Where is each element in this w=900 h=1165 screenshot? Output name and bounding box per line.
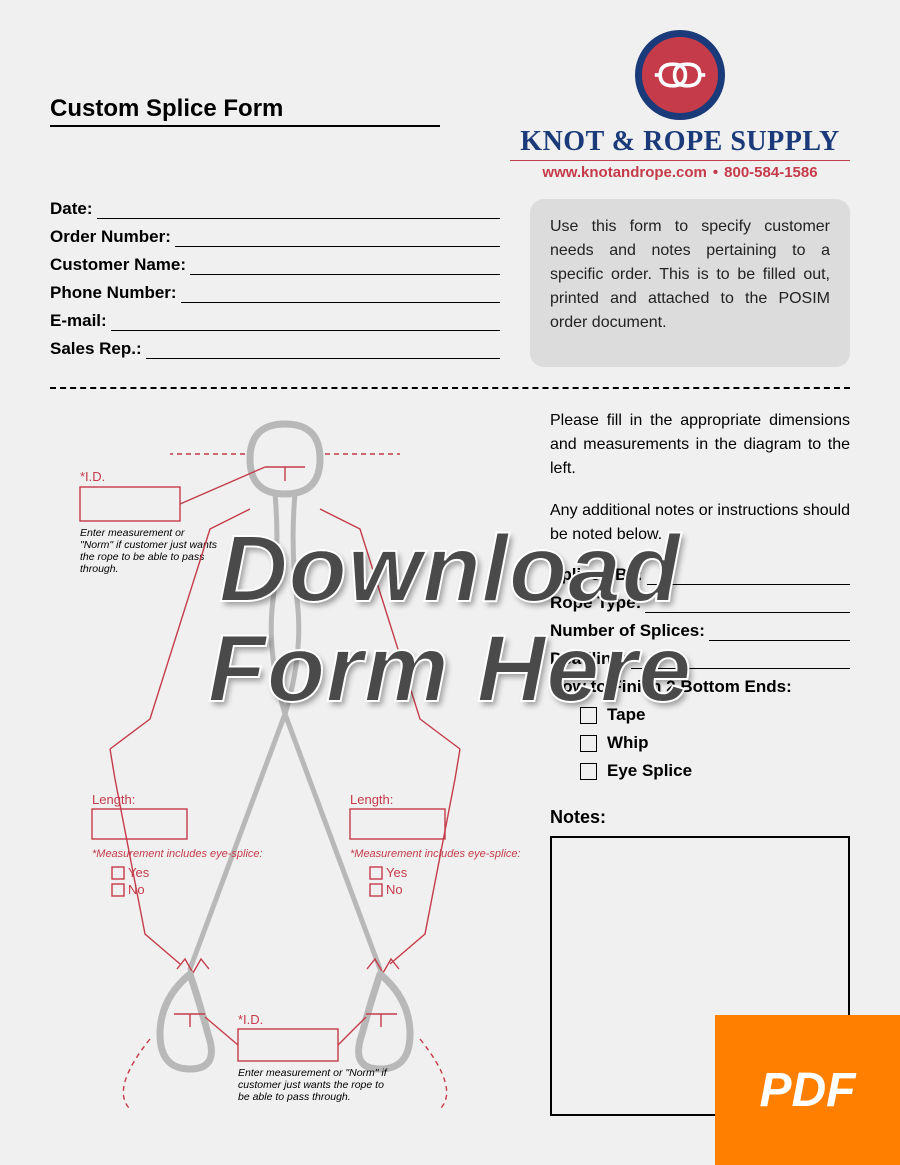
diag-right-no: No bbox=[386, 882, 403, 897]
splice-diagram: *I.D. Enter measurement or "Norm" if cus… bbox=[50, 409, 520, 1129]
phone-text: 800-584-1586 bbox=[724, 164, 817, 181]
diag-bottom-id-label: *I.D. bbox=[238, 1012, 263, 1027]
field-sales-rep[interactable]: Sales Rep.: bbox=[50, 339, 500, 359]
diag-left-yes: Yes bbox=[128, 865, 150, 880]
instructions-p1: Please fill in the appropriate dimension… bbox=[550, 409, 850, 481]
diag-right-yes: Yes bbox=[386, 865, 408, 880]
diag-bottom-id-hint: Enter measurement or "Norm" if customer … bbox=[238, 1067, 388, 1103]
website-text: www.knotandrope.com bbox=[542, 164, 706, 181]
pdf-badge[interactable]: PDF bbox=[715, 1015, 900, 1165]
field-email[interactable]: E-mail: bbox=[50, 311, 500, 331]
field-customer-name[interactable]: Customer Name: bbox=[50, 255, 500, 275]
diag-left-no: No bbox=[128, 882, 145, 897]
diag-left-meas-incl: *Measurement includes eye-splice: bbox=[92, 848, 263, 860]
field-spliced-by[interactable]: Spliced By: bbox=[550, 565, 850, 585]
knot-logo-icon bbox=[635, 30, 725, 120]
form-title: Custom Splice Form bbox=[50, 95, 440, 127]
notes-heading: Notes: bbox=[550, 807, 850, 828]
checkbox-tape[interactable]: Tape bbox=[580, 705, 850, 725]
diag-left-length-label: Length: bbox=[92, 792, 135, 807]
diag-top-id-label: *I.D. bbox=[80, 469, 105, 484]
diag-top-id-hint: Enter measurement or "Norm" if customer … bbox=[80, 527, 220, 575]
diag-right-length-label: Length: bbox=[350, 792, 393, 807]
field-deadline[interactable]: Deadline: bbox=[550, 649, 850, 669]
field-num-splices[interactable]: Number of Splices: bbox=[550, 621, 850, 641]
company-logo-block: KNOT & ROPE SUPPLY www.knotandrope.com•8… bbox=[510, 30, 850, 181]
field-date[interactable]: Date: bbox=[50, 199, 500, 219]
field-phone-number[interactable]: Phone Number: bbox=[50, 283, 500, 303]
company-name: KNOT & ROPE SUPPLY bbox=[510, 126, 850, 158]
checkbox-whip[interactable]: Whip bbox=[580, 733, 850, 753]
finish-heading: How to Finish 2 Bottom Ends: bbox=[550, 677, 850, 697]
instruction-box: Use this form to specify customer needs … bbox=[530, 199, 850, 367]
instructions-p2: Any additional notes or instructions sho… bbox=[550, 499, 850, 547]
field-order-number[interactable]: Order Number: bbox=[50, 227, 500, 247]
checkbox-eye-splice[interactable]: Eye Splice bbox=[580, 761, 850, 781]
contact-line: www.knotandrope.com•800-584-1586 bbox=[510, 164, 850, 181]
field-rope-type[interactable]: Rope Type: bbox=[550, 593, 850, 613]
section-divider bbox=[50, 387, 850, 389]
diag-right-meas-incl: *Measurement includes eye-splice: bbox=[350, 848, 520, 860]
